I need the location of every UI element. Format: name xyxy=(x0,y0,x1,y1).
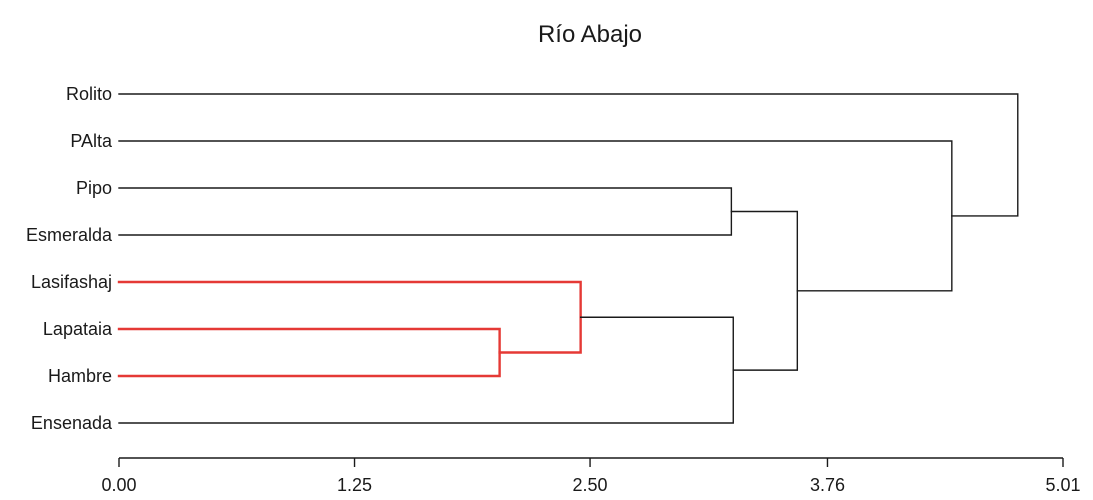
branch-merge-3 xyxy=(118,187,733,236)
x-tick-label-4: 3.76 xyxy=(810,475,845,495)
x-axis: 0.00 1.25 2.50 3.76 5.01 xyxy=(101,457,1081,495)
dendrogram-branches xyxy=(117,93,1019,424)
branch-merge-5 xyxy=(730,210,799,371)
leaf-label-esmeralda: Esmeralda xyxy=(26,225,113,245)
branch-merge-1 xyxy=(117,327,501,378)
branch-merge-6 xyxy=(118,140,953,292)
branch-merge-4 xyxy=(118,316,734,424)
branch-merge-7 xyxy=(118,93,1019,217)
x-tick-label-2: 1.25 xyxy=(337,475,372,495)
x-tick-label-5: 5.01 xyxy=(1045,475,1080,495)
leaf-label-pipo: Pipo xyxy=(76,178,112,198)
leaf-label-lapataia: Lapataia xyxy=(43,319,113,339)
leaf-label-lasifashaj: Lasifashaj xyxy=(31,272,112,292)
leaf-labels: Rolito PAlta Pipo Esmeralda Lasifashaj Lapata… xyxy=(26,84,113,433)
chart-title: Río Abajo xyxy=(538,21,642,48)
x-tick-label-1: 0.00 xyxy=(101,475,136,495)
leaf-label-rolito: Rolito xyxy=(66,84,112,104)
x-tick-label-3: 2.50 xyxy=(573,475,608,495)
branch-merge-2 xyxy=(117,280,582,354)
leaf-label-ensenada: Ensenada xyxy=(31,413,113,433)
leaf-label-palta: PAlta xyxy=(70,131,113,151)
leaf-label-hambre: Hambre xyxy=(48,366,112,386)
